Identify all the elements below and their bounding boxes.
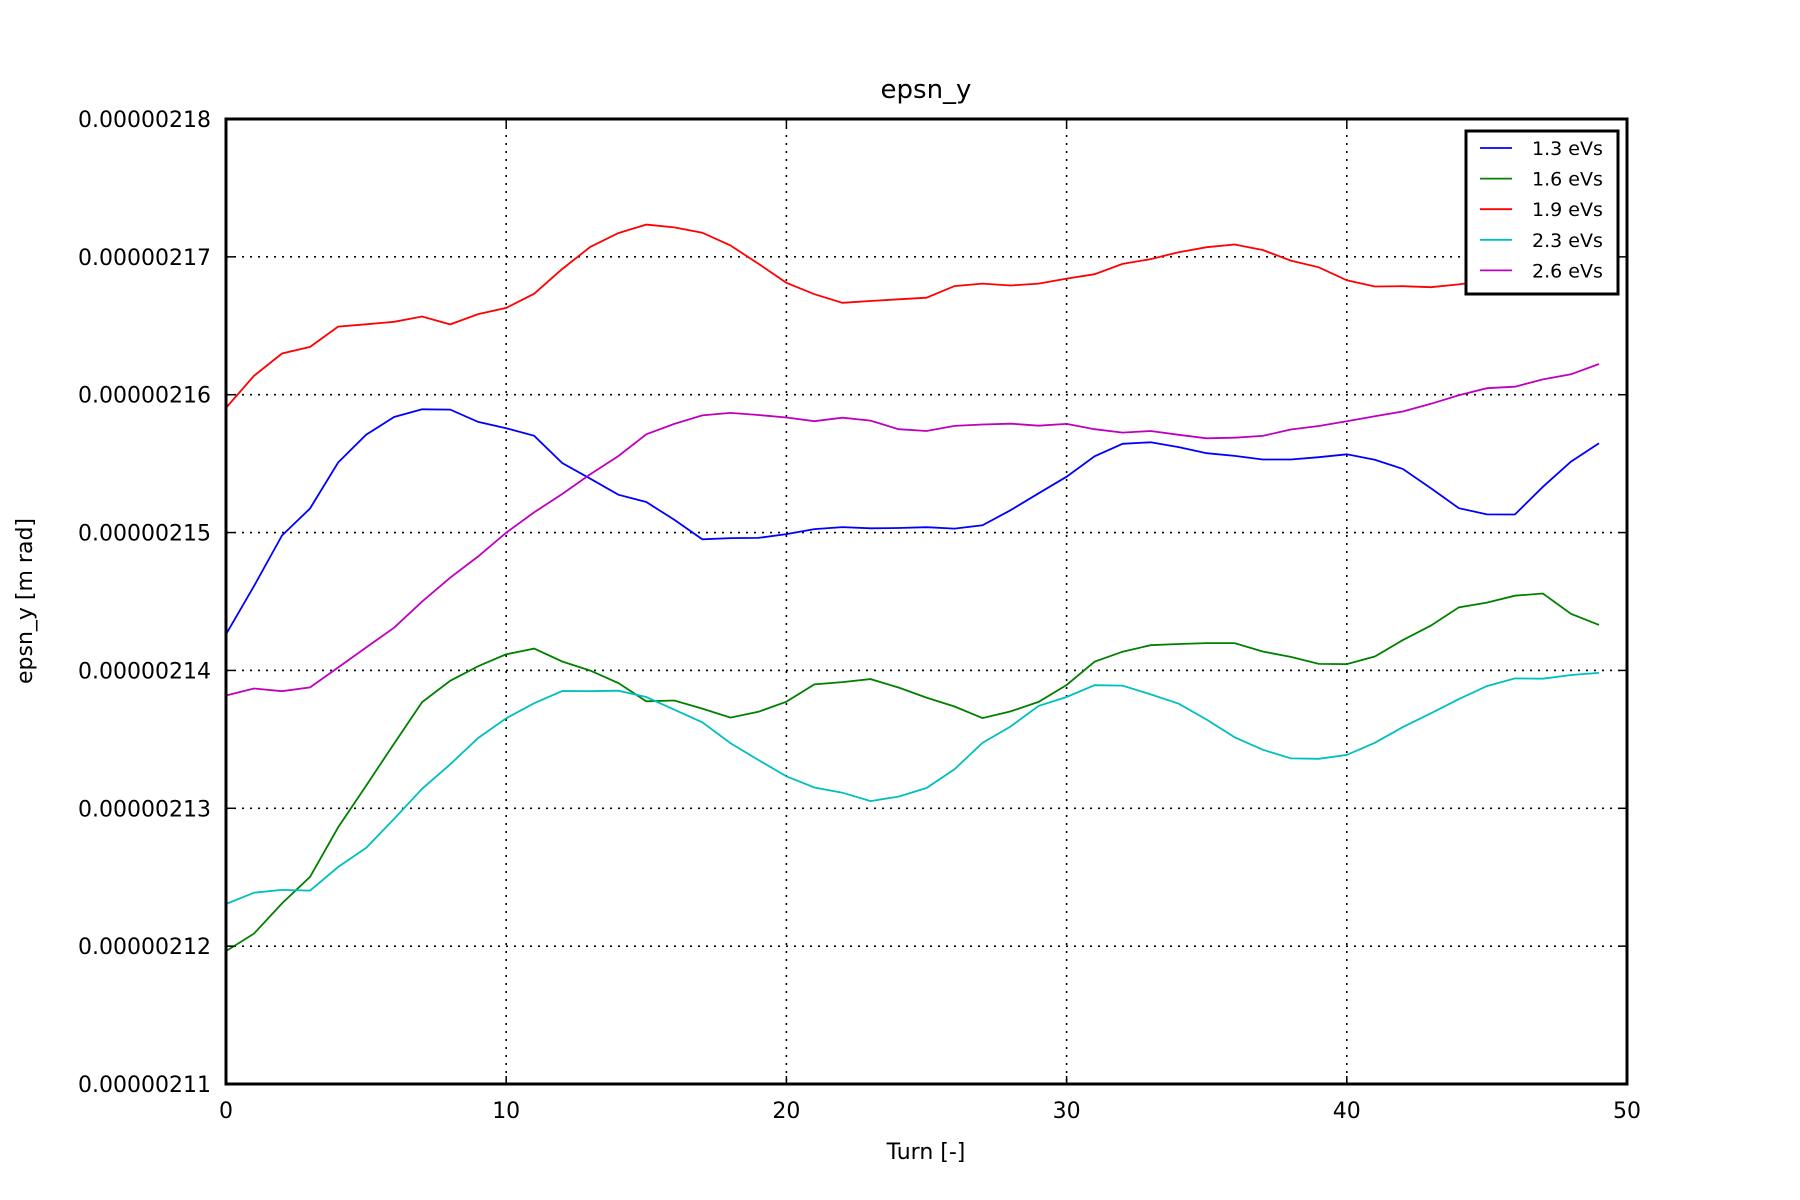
x-tick-label: 10: [492, 1099, 520, 1124]
legend-label: 2.6 eVs: [1532, 260, 1603, 282]
chart-title: epsn_y: [881, 75, 972, 105]
series-layer: [225, 223, 1600, 952]
y-tick-label: 0.00000213: [78, 797, 211, 822]
y-tick-label: 0.00000215: [78, 522, 211, 547]
series-line: [225, 363, 1600, 697]
legend-label: 1.6 eVs: [1532, 169, 1603, 191]
legend-label: 2.3 eVs: [1532, 230, 1603, 252]
series-line: [225, 592, 1600, 952]
y-axis-label: epsn_y [m rad]: [13, 518, 38, 684]
y-tick-label: 0.00000217: [78, 246, 211, 271]
plot-frame: [224, 117, 1629, 1086]
legend-label: 1.9 eVs: [1532, 199, 1603, 221]
series-line: [225, 672, 1600, 905]
legend-label: 1.3 eVs: [1532, 138, 1603, 160]
y-tick-label: 0.00000218: [78, 108, 211, 133]
x-tick-label: 20: [772, 1099, 800, 1124]
y-tick-label: 0.00000216: [78, 384, 211, 409]
x-tick-label: 0: [219, 1099, 233, 1124]
legend-box: [1464, 129, 1620, 296]
legend: 1.3 eVs 1.6 eVs 1.9 eVs 2.3 eVs 2.6 eVs: [1464, 129, 1620, 296]
y-tick-label: 0.00000212: [78, 935, 211, 960]
x-tick-label: 50: [1613, 1099, 1641, 1124]
x-tick-label: 30: [1053, 1099, 1081, 1124]
y-tick-label: 0.00000214: [78, 659, 211, 684]
axis-layer: 0 10 20 30 40 50 0.00000211 0.00000212 0.0000021…: [78, 108, 1641, 1124]
series-line: [225, 408, 1600, 635]
x-axis-label: Turn [-]: [886, 1140, 966, 1165]
x-tick-label: 40: [1333, 1099, 1361, 1124]
series-line: [225, 223, 1600, 409]
y-tick-label: 0.00000211: [78, 1073, 211, 1098]
